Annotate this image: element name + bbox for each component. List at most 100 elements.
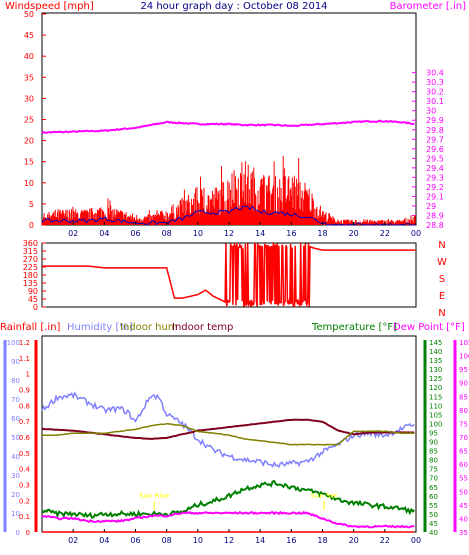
x-tick-label: 02 bbox=[68, 536, 78, 545]
temperature-tick-label: 125 bbox=[429, 375, 442, 383]
temperature-tick-label: 50 bbox=[429, 511, 438, 519]
legend-label: Rainfall [.in] bbox=[0, 322, 61, 333]
sunrise-label: Sun Rise bbox=[139, 492, 169, 500]
barometer-tick-label: 30.1 bbox=[426, 97, 444, 106]
windspeed-tick-label: 50 bbox=[24, 10, 34, 19]
dewpoint-tick-label: 55 bbox=[459, 475, 468, 483]
temperature-tick-label: 70 bbox=[429, 475, 438, 483]
direction-tick-label: 315 bbox=[23, 247, 38, 256]
barometer-tick-label: 29 bbox=[426, 202, 436, 211]
x-tick-label: 06 bbox=[130, 536, 140, 545]
rain-tick-label: 0.9 bbox=[19, 387, 30, 395]
x-tick-label: 16 bbox=[286, 229, 296, 238]
temperature-tick-label: 115 bbox=[429, 393, 442, 401]
rain-tick-label: 1.2 bbox=[19, 339, 30, 347]
direction-tick-label: 90 bbox=[28, 287, 38, 296]
legend-label: Indoor hum bbox=[120, 322, 178, 333]
barometer-tick-label: 28.8 bbox=[426, 221, 444, 230]
barometer-tick-label: 29.6 bbox=[426, 145, 444, 154]
temperature-tick-label: 45 bbox=[429, 520, 438, 528]
legend-label: Humidity [%] bbox=[67, 322, 133, 333]
legend-label: Dew Point [°F] bbox=[393, 322, 465, 333]
dewpoint-tick-label: 80 bbox=[459, 407, 468, 415]
humidity-tick-label: 90 bbox=[11, 358, 20, 366]
direction-tick-label: 180 bbox=[23, 271, 38, 280]
barometer-tick-label: 29.5 bbox=[426, 154, 444, 163]
dewpoint-tick-label: 65 bbox=[459, 448, 468, 456]
dew-point-line bbox=[41, 510, 415, 529]
barometer-tick-label: 30.3 bbox=[426, 78, 444, 87]
windspeed-tick-label: 25 bbox=[24, 116, 34, 125]
temperature-tick-label: 90 bbox=[429, 439, 438, 447]
rain-tick-label: 1.1 bbox=[19, 355, 30, 363]
dewpoint-tick-label: 40 bbox=[459, 515, 468, 523]
humidity-tick-label: 50 bbox=[11, 434, 20, 442]
legend-label: Indoor temp bbox=[172, 322, 233, 333]
x-tick-label: 12 bbox=[224, 536, 234, 545]
dewpoint-tick-label: 85 bbox=[459, 393, 468, 401]
windspeed-axis-label: Windspeed [mph] bbox=[5, 1, 94, 12]
rain-tick-label: 0.6 bbox=[19, 434, 31, 442]
rain-tick-label: 0.5 bbox=[19, 450, 30, 458]
barometer-tick-label: 29.7 bbox=[426, 135, 444, 144]
x-tick-label: 12 bbox=[224, 229, 234, 238]
humidity-tick-label: 10 bbox=[11, 510, 20, 518]
temperature-tick-label: 55 bbox=[429, 502, 438, 510]
barometer-tick-label: 29.9 bbox=[426, 116, 444, 125]
x-tick-label: 08 bbox=[162, 536, 172, 545]
direction-tick-label: 225 bbox=[23, 263, 38, 272]
barometer-tick-label: 29.1 bbox=[426, 192, 444, 201]
dewpoint-tick-label: 75 bbox=[459, 420, 468, 428]
temperature-tick-label: 120 bbox=[429, 384, 442, 392]
dewpoint-tick-label: 45 bbox=[459, 502, 468, 510]
temperature-tick-label: 80 bbox=[429, 457, 438, 465]
compass-label: E bbox=[439, 291, 445, 302]
x-tick-label: 20 bbox=[349, 229, 359, 238]
barometer-tick-label: 29.3 bbox=[426, 173, 444, 182]
temperature-tick-label: 130 bbox=[429, 366, 442, 374]
compass-label: W bbox=[437, 257, 447, 268]
chart-title: 24 hour graph day : October 08 2014 bbox=[140, 1, 327, 12]
rain-tick-label: 0 bbox=[26, 529, 30, 537]
x-tick-label: 10 bbox=[193, 536, 203, 545]
compass-label: N bbox=[438, 308, 445, 319]
temperature-tick-label: 145 bbox=[429, 339, 442, 347]
direction-tick-label: 45 bbox=[28, 295, 38, 304]
rain-tick-label: 0.2 bbox=[19, 497, 30, 505]
windspeed-tick-label: 30 bbox=[24, 94, 34, 103]
windspeed-tick-label: 35 bbox=[24, 73, 34, 82]
sunset-label: Sun Set bbox=[311, 492, 338, 500]
indoor-temp-line bbox=[41, 418, 415, 440]
windspeed-gust-marks bbox=[41, 155, 417, 225]
x-tick-label: 02 bbox=[68, 229, 78, 238]
barometer-tick-label: 29.2 bbox=[426, 183, 444, 192]
temperature-tick-label: 75 bbox=[429, 466, 438, 474]
temperature-tick-label: 100 bbox=[429, 420, 442, 428]
rain-tick-label: 0.8 bbox=[19, 402, 30, 410]
x-tick-label: 04 bbox=[99, 229, 109, 238]
dewpoint-tick-label: 60 bbox=[459, 461, 468, 469]
direction-tick-label: 270 bbox=[23, 255, 38, 264]
temperature-tick-label: 65 bbox=[429, 484, 438, 492]
barometer-line bbox=[41, 119, 415, 135]
barometer-tick-label: 28.9 bbox=[426, 211, 444, 220]
temperature-tick-label: 95 bbox=[429, 429, 438, 437]
temperature-tick-label: 105 bbox=[429, 411, 442, 419]
indoor-hum-line bbox=[41, 423, 415, 446]
temperature-tick-label: 60 bbox=[429, 493, 438, 501]
temperature-tick-label: 110 bbox=[429, 402, 442, 410]
rain-tick-label: 0.3 bbox=[19, 482, 30, 490]
humidity-tick-label: 80 bbox=[11, 377, 20, 385]
x-tick-label: 00 bbox=[411, 536, 421, 545]
x-tick-label: 14 bbox=[255, 229, 265, 238]
x-tick-label: 06 bbox=[130, 229, 140, 238]
humidity-tick-label: 70 bbox=[11, 396, 20, 404]
dewpoint-tick-label: 50 bbox=[459, 488, 468, 496]
humidity-tick-label: 40 bbox=[11, 453, 20, 461]
humidity-tick-label: 60 bbox=[11, 415, 20, 423]
dewpoint-tick-label: 105 bbox=[459, 339, 469, 347]
x-tick-label: 16 bbox=[286, 536, 296, 545]
rain-tick-label: 0.4 bbox=[19, 466, 31, 474]
temperature-tick-label: 140 bbox=[429, 348, 442, 356]
barometer-tick-label: 30.2 bbox=[426, 88, 444, 97]
